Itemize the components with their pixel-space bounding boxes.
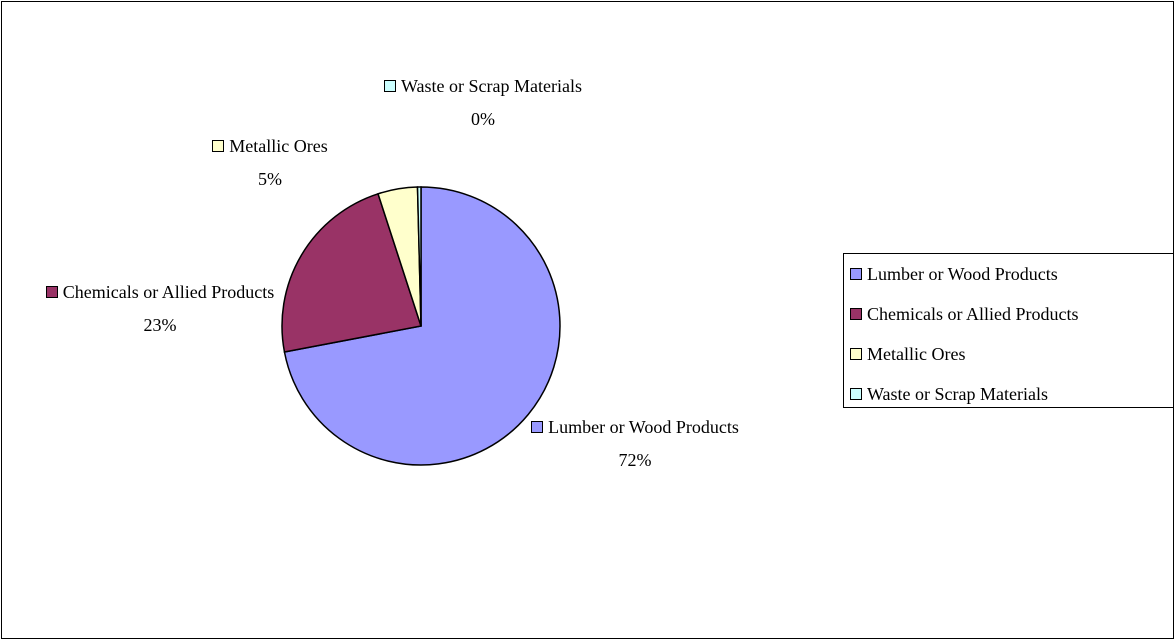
data-label: Lumber or Wood Products 72% <box>530 411 740 477</box>
legend-label: Waste or Scrap Materials <box>867 384 1048 404</box>
data-label-name: Waste or Scrap Materials <box>383 70 583 103</box>
label-category: Lumber or Wood Products <box>548 417 739 437</box>
data-label-value: 0% <box>471 109 495 129</box>
data-label: Chemicals or Allied Products 23% <box>40 276 280 342</box>
pie-slice <box>416 186 422 327</box>
legend-swatch <box>850 348 862 360</box>
pie-slice <box>281 192 422 353</box>
pie-slice <box>283 186 561 466</box>
data-label-value: 23% <box>143 315 177 335</box>
data-label-name: Lumber or Wood Products <box>530 411 740 444</box>
legend-entry: Metallic Ores <box>844 336 1173 376</box>
legend-swatch <box>850 308 862 320</box>
label-category: Chemicals or Allied Products <box>62 282 275 302</box>
legend-label: Lumber or Wood Products <box>867 264 1058 284</box>
data-label: Waste or Scrap Materials 0% <box>383 70 583 136</box>
label-swatch <box>531 421 544 433</box>
legend: Lumber or Wood Products Chemicals or Alli… <box>843 253 1174 408</box>
legend-label: Metallic Ores <box>867 344 966 364</box>
label-category: Metallic Ores <box>229 136 328 156</box>
data-label-value: 5% <box>258 169 282 189</box>
data-label: Metallic Ores 5% <box>170 130 370 196</box>
legend-swatch <box>850 388 862 400</box>
label-swatch <box>384 80 396 92</box>
label-category: Waste or Scrap Materials <box>401 76 582 96</box>
data-label-name: Chemicals or Allied Products <box>40 276 280 309</box>
legend-entry: Lumber or Wood Products <box>844 256 1173 296</box>
label-swatch <box>45 286 58 298</box>
label-swatch <box>212 140 225 152</box>
legend-swatch <box>850 268 862 280</box>
legend-label: Chemicals or Allied Products <box>867 304 1079 324</box>
legend-entry: Waste or Scrap Materials <box>844 376 1173 416</box>
legend-entry: Chemicals or Allied Products <box>844 296 1173 336</box>
data-label-name: Metallic Ores <box>170 130 370 163</box>
data-label-value: 72% <box>618 450 652 470</box>
